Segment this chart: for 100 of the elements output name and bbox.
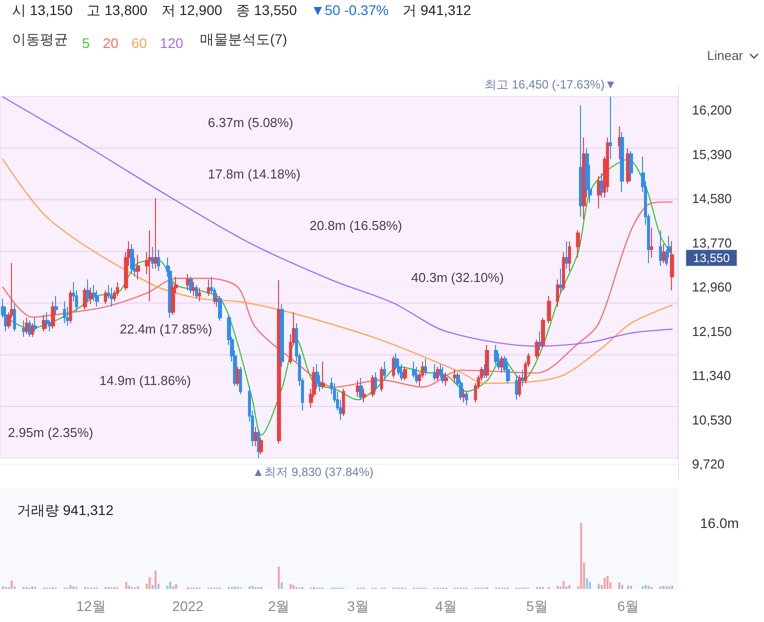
candlestick (483, 364, 486, 378)
text: 20 (102, 35, 119, 51)
text: 매물분석도(7) (200, 31, 288, 49)
candlestick (277, 280, 281, 444)
text: 5 (82, 35, 90, 51)
bar (604, 578, 606, 589)
bar (630, 586, 632, 589)
y-tick-label: 15,390 (692, 146, 732, 162)
candlestick (356, 380, 360, 398)
bar (588, 582, 591, 589)
candlestick (433, 364, 436, 382)
bar (175, 584, 178, 589)
candlestick (154, 198, 157, 270)
candlestick (453, 369, 457, 384)
candlestick (374, 372, 377, 392)
candlestick (63, 300, 66, 324)
candlestick (465, 390, 468, 406)
candlestick (521, 369, 524, 387)
bar (556, 586, 559, 589)
candlestick (239, 366, 242, 395)
candlestick (45, 312, 49, 330)
candlestick (562, 252, 565, 291)
candlestick (650, 227, 653, 258)
x-tick-label: 6월 (617, 598, 639, 614)
candlestick (342, 388, 345, 417)
bar (586, 578, 588, 589)
candlestick (541, 317, 545, 348)
candlestick (620, 131, 624, 193)
band-label: 40.3m (32.10%) (411, 270, 504, 285)
bar (169, 582, 172, 589)
candlestick (321, 360, 325, 390)
bar (172, 586, 174, 589)
band-label: 14.9m (11.86%) (99, 373, 191, 388)
bar (154, 570, 157, 589)
candlestick (568, 240, 571, 272)
bar (568, 585, 570, 589)
annotation: 최고 16,450 (-17.63%)▼ (484, 77, 616, 92)
bar (671, 586, 674, 589)
bar (148, 577, 151, 589)
bar (565, 586, 568, 589)
candlestick (518, 374, 521, 398)
bar (125, 582, 128, 589)
candlestick (380, 366, 383, 392)
candlestick (195, 284, 198, 300)
candlestick (25, 317, 28, 335)
bar (234, 586, 236, 589)
bar (621, 585, 624, 589)
candlestick (659, 230, 662, 266)
candlestick (236, 366, 239, 387)
x-tick-label: 4월 (435, 598, 458, 614)
candlestick (556, 278, 559, 308)
x-tick-label: 2월 (268, 598, 290, 614)
bar (662, 586, 664, 589)
candlestick (157, 248, 160, 272)
candlestick (31, 322, 34, 338)
bar (166, 586, 168, 589)
bar (642, 586, 644, 589)
candlestick (259, 437, 263, 455)
candlestick (609, 96, 612, 160)
candlestick (383, 360, 386, 382)
bar (157, 584, 160, 589)
candlestick (444, 372, 448, 387)
bar (292, 585, 295, 589)
legend-title: 이동평균 (12, 31, 68, 49)
candlestick (254, 426, 257, 447)
candlestick (130, 243, 134, 275)
candlestick (192, 282, 195, 296)
candlestick (579, 104, 583, 218)
bar (69, 585, 72, 589)
line-series (2, 201, 673, 388)
candlestick (436, 366, 439, 382)
bar (10, 580, 13, 589)
candlestick (22, 320, 25, 338)
bar (136, 586, 139, 589)
y-tick-label: 10,530 (692, 412, 732, 428)
candlestick (662, 243, 665, 264)
candlestick (218, 295, 222, 321)
candlestick (515, 374, 518, 400)
candlestick (148, 230, 151, 302)
chart-title: 거래량 941,312 (17, 502, 114, 518)
candlestick (618, 126, 621, 160)
candlestick (54, 295, 58, 316)
bar (644, 585, 647, 589)
annotation: 13,550 (693, 250, 730, 265)
candlestick (600, 172, 603, 198)
candlestick (186, 274, 190, 291)
candlestick (559, 268, 562, 294)
x-tick-label: 12월 (76, 598, 106, 614)
band-label: 22.4m (17.85%) (120, 321, 212, 336)
bar (598, 584, 600, 589)
candlestick (359, 377, 363, 400)
bar (278, 566, 280, 589)
bar (665, 586, 668, 589)
candlestick (83, 287, 87, 310)
band-label: 20.8m (16.58%) (310, 218, 402, 234)
bar (72, 586, 74, 589)
candlestick (538, 330, 542, 352)
y-tick-label: 16,200 (692, 102, 732, 118)
text: 거 941,312 (402, 2, 472, 20)
candlestick (565, 240, 568, 270)
